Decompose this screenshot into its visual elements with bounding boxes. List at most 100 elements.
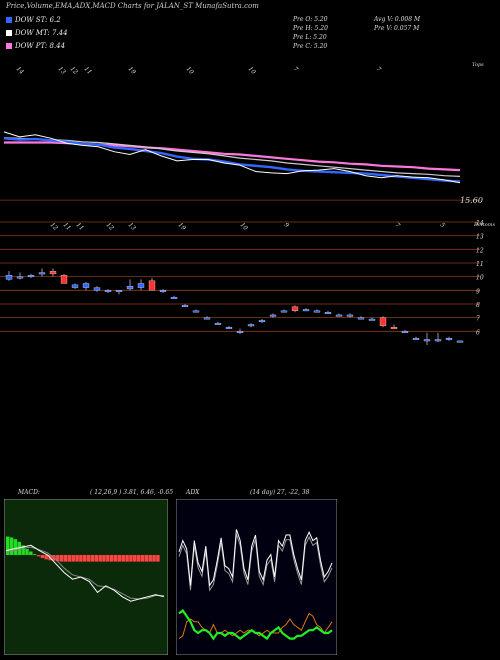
- macd-histogram-bar: [121, 555, 125, 562]
- macd-histogram-bar: [21, 545, 25, 555]
- quote-prev-volume: Pre V: 0.057 M: [374, 25, 420, 32]
- candle-body: [82, 283, 90, 288]
- bottom-tick-label: 13: [127, 221, 137, 231]
- candle-body: [412, 338, 420, 340]
- candle-body: [313, 310, 321, 313]
- adx-title-right: (14 day) 27, -22, 38: [250, 489, 310, 496]
- macd-histogram-bar: [144, 555, 149, 562]
- candle-body: [291, 306, 299, 311]
- candle-body: [280, 310, 288, 313]
- candle-body: [93, 287, 101, 291]
- macd-histogram-bar: [83, 555, 87, 562]
- candle-body: [49, 271, 57, 275]
- macd-histogram-bar: [94, 555, 99, 562]
- legend-dow-pt: DOW PT: 8.44: [6, 42, 65, 50]
- adx-chart: [176, 499, 337, 655]
- y-axis-label: 8: [476, 302, 480, 309]
- macd-histogram-bar: [40, 555, 45, 559]
- bottom-tick-label: 11: [75, 221, 85, 231]
- macd-histogram-bar: [56, 555, 60, 562]
- y-axis-label: 11: [476, 261, 484, 268]
- candle-body: [170, 297, 178, 299]
- candle-body: [434, 339, 442, 342]
- bottom-tick-label: 7: [394, 221, 402, 229]
- macd-histogram-bar: [9, 537, 14, 555]
- macd-histogram-bar: [71, 555, 75, 562]
- macd-histogram-bar: [44, 555, 48, 560]
- candle-body: [368, 318, 376, 321]
- top-tick-label: 14: [15, 65, 25, 75]
- candle-body: [379, 317, 387, 327]
- y-axis-label: 12: [476, 247, 484, 254]
- adx-green-line: [178, 609, 333, 641]
- macd-histogram-bar: [25, 548, 29, 555]
- candle-body: [137, 283, 145, 288]
- tops-label: Tops: [472, 62, 484, 68]
- bottom-tick-label: 9: [283, 221, 291, 229]
- candle-body: [357, 317, 365, 320]
- quote-close: Pre C: 5.20: [293, 43, 328, 50]
- macd-histogram-bar: [75, 555, 79, 562]
- candle-body: [115, 290, 123, 292]
- candle-body: [104, 290, 112, 292]
- y-axis-label: 7: [476, 316, 480, 323]
- top-tick-label: 12: [69, 65, 79, 75]
- candle-body: [346, 314, 354, 317]
- macd-histogram-bar: [133, 555, 137, 562]
- candle-body: [16, 276, 24, 279]
- candle-body: [192, 310, 200, 313]
- candle-body: [148, 280, 156, 291]
- macd-histogram-bar: [148, 555, 152, 562]
- ema-long-line: [4, 141, 461, 172]
- candle-body: [258, 320, 266, 323]
- price-line: [3, 131, 461, 184]
- candle-body: [423, 339, 431, 342]
- quote-avg-volume: Avg V: 0.008 M: [374, 16, 421, 23]
- candle-body: [445, 338, 453, 340]
- price-chart: 14 13 12 11 19 10 10 7 7Tops15.60141312111098761…: [0, 62, 495, 345]
- macd-histogram-bar: [32, 554, 37, 555]
- macd-histogram-bar: [59, 555, 64, 562]
- macd-histogram-bar: [106, 555, 110, 562]
- candle-body: [71, 284, 79, 288]
- top-tick-label: 7: [375, 65, 383, 73]
- macd-histogram-bar: [102, 555, 106, 562]
- macd-histogram-bar: [79, 555, 83, 562]
- macd-histogram-bar: [86, 555, 91, 562]
- macd-histogram-bar: [136, 555, 141, 562]
- top-tick-label: 19: [127, 65, 137, 75]
- bottom-tick-label: 19: [177, 221, 187, 231]
- quote-open: Pre O: 5.20: [293, 16, 328, 23]
- y-axis-label: 6: [476, 329, 480, 336]
- y-axis-label: 15.60: [460, 196, 483, 205]
- bottom-tick-label: 12: [49, 221, 59, 231]
- y-axis-label: 10: [476, 275, 484, 282]
- legend-dow-mt: DOW MT: 7.44: [6, 29, 68, 37]
- ema-mid-line: [3, 137, 461, 177]
- legend-swatch-st: [6, 17, 12, 23]
- macd-background: [4, 499, 168, 655]
- candle-body: [60, 275, 68, 284]
- top-tick-label: 7: [292, 65, 300, 73]
- macd-histogram-bar: [6, 536, 10, 555]
- chart-title: Price,Volume,EMA,ADX,MACD Charts for JAL…: [6, 2, 259, 10]
- macd-histogram-bar: [90, 555, 95, 562]
- candle-body: [456, 340, 464, 343]
- adx-title-left: ADX: [186, 489, 200, 496]
- candle-body: [181, 305, 189, 308]
- macd-chart: [4, 499, 168, 655]
- y-axis-label: 13: [476, 234, 484, 241]
- macd-histogram-bar: [152, 555, 156, 562]
- macd-histogram-bar: [113, 555, 118, 562]
- macd-line: [5, 544, 165, 602]
- candle-body: [203, 317, 211, 320]
- legend-label-mt: DOW MT: 7.44: [15, 29, 68, 37]
- legend-label-pt: DOW PT: 8.44: [15, 42, 66, 50]
- top-tick-label: 11: [83, 65, 93, 75]
- top-tick-label: 10: [247, 65, 257, 75]
- y-axis-label: 9: [476, 288, 480, 295]
- macd-histogram-bar: [140, 555, 145, 562]
- candle-body: [126, 286, 134, 290]
- ema-short-line: [3, 137, 461, 183]
- macd-title-left: MACD:: [18, 489, 40, 496]
